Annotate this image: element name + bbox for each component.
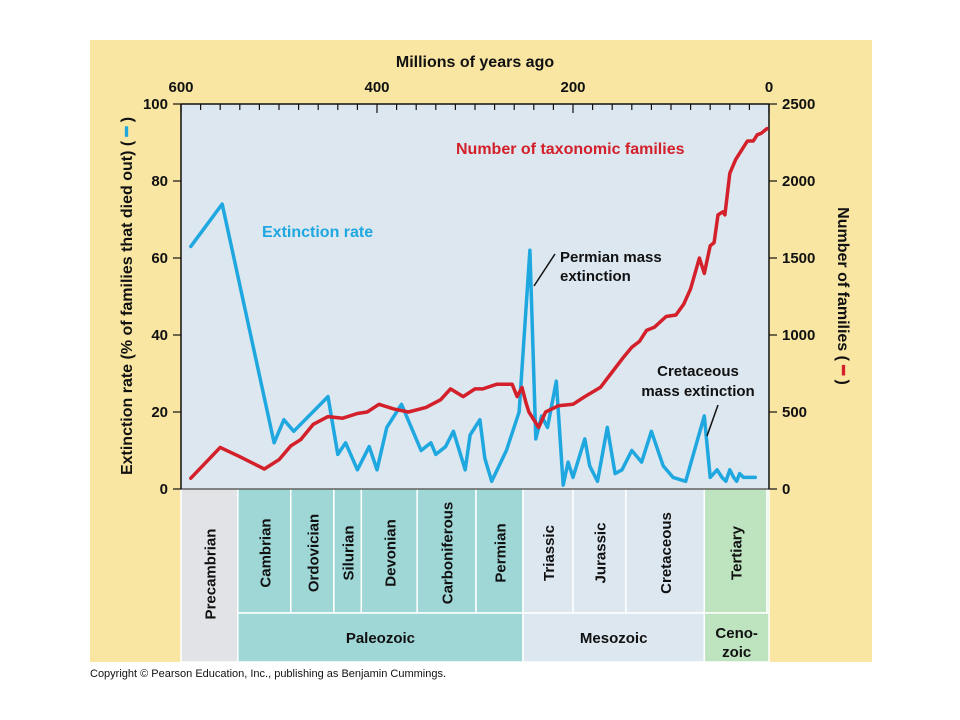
left-tick-label: 80 bbox=[151, 173, 168, 190]
period-label: Cambrian bbox=[257, 518, 274, 587]
right-axis-legend-swatch: ━ bbox=[834, 364, 851, 376]
period-cell bbox=[703, 488, 768, 614]
period-label: Devonian bbox=[382, 519, 399, 587]
period-cell bbox=[625, 488, 706, 614]
period-cell bbox=[475, 488, 524, 614]
permian-pointer bbox=[533, 253, 556, 287]
era-label: zoic bbox=[722, 644, 751, 661]
left-axis-title-text: Extinction rate (% of families that died… bbox=[119, 136, 136, 475]
left-tick-label: 40 bbox=[151, 327, 168, 344]
top-tick-label: 400 bbox=[364, 79, 389, 96]
left-tick-label: 100 bbox=[143, 96, 168, 113]
period-cell bbox=[766, 488, 770, 614]
right-axis-title-close: ) bbox=[834, 375, 851, 385]
top-tick-label: 600 bbox=[168, 79, 193, 96]
geologic-timescale: Precambrian Cambrian Ordovician Silurian Dev… bbox=[180, 488, 770, 663]
period-label: Ordovician bbox=[305, 514, 322, 592]
top-tick-label: 0 bbox=[765, 79, 773, 96]
left-tick-label: 60 bbox=[151, 250, 168, 267]
era-label: Mesozoic bbox=[580, 630, 648, 647]
permian-annotation: extinction bbox=[560, 268, 631, 285]
extinction-rate-line bbox=[189, 202, 758, 487]
period-label: Cretaceous bbox=[658, 512, 675, 594]
period-label: Jurassic bbox=[592, 523, 609, 584]
chart-labels: Extinction rate Number of taxonomic famil… bbox=[262, 141, 755, 437]
period-label: Triassic bbox=[541, 525, 558, 581]
families-series-label: Number of taxonomic families bbox=[456, 141, 685, 158]
period-label: Precambrian bbox=[202, 529, 219, 620]
right-tick-label: 1500 bbox=[782, 250, 815, 267]
left-tick-label: 0 bbox=[160, 481, 168, 498]
period-label: Carboniferous bbox=[440, 502, 457, 605]
right-tick-label: 1000 bbox=[782, 327, 815, 344]
period-label: Permian bbox=[493, 523, 510, 582]
top-axis-title: Millions of years ago bbox=[396, 54, 554, 71]
period-label: Silurian bbox=[341, 525, 358, 580]
right-tick-label: 0 bbox=[782, 481, 790, 498]
left-tick-label: 20 bbox=[151, 404, 168, 421]
cretaceous-pointer bbox=[706, 404, 719, 437]
period-cell bbox=[416, 488, 477, 614]
era-label: Ceno- bbox=[715, 625, 758, 642]
era-cell bbox=[703, 612, 770, 663]
left-axis-title: Extinction rate (% of families that died… bbox=[119, 117, 136, 475]
right-tick-label: 2000 bbox=[782, 173, 815, 190]
period-cell bbox=[360, 488, 418, 614]
cretaceous-annotation: mass extinction bbox=[641, 383, 754, 400]
era-cell bbox=[237, 612, 524, 663]
right-tick-label: 2500 bbox=[782, 96, 815, 113]
families-line bbox=[189, 126, 769, 480]
era-label: Paleozoic bbox=[346, 630, 415, 647]
right-tick-label: 500 bbox=[782, 404, 807, 421]
left-axis-legend-swatch: ━ bbox=[119, 125, 136, 137]
cretaceous-annotation: Cretaceous bbox=[657, 363, 739, 380]
permian-annotation: Permian mass bbox=[560, 249, 662, 266]
era-cell bbox=[522, 612, 706, 663]
right-axis-title-text: Number of families ( bbox=[834, 207, 851, 365]
period-cell bbox=[522, 488, 574, 614]
plot-area bbox=[181, 104, 769, 489]
period-label: Tertiary bbox=[729, 525, 746, 580]
right-axis-title: Number of families ( ━ ) bbox=[834, 207, 851, 385]
extinction-rate-series-label: Extinction rate bbox=[262, 224, 373, 241]
top-tick-label: 200 bbox=[560, 79, 585, 96]
series-lines bbox=[189, 126, 769, 487]
copyright-notice: Copyright © Pearson Education, Inc., pub… bbox=[90, 668, 447, 680]
left-axis-title-close: ) bbox=[119, 117, 136, 127]
period-cell bbox=[180, 488, 239, 663]
